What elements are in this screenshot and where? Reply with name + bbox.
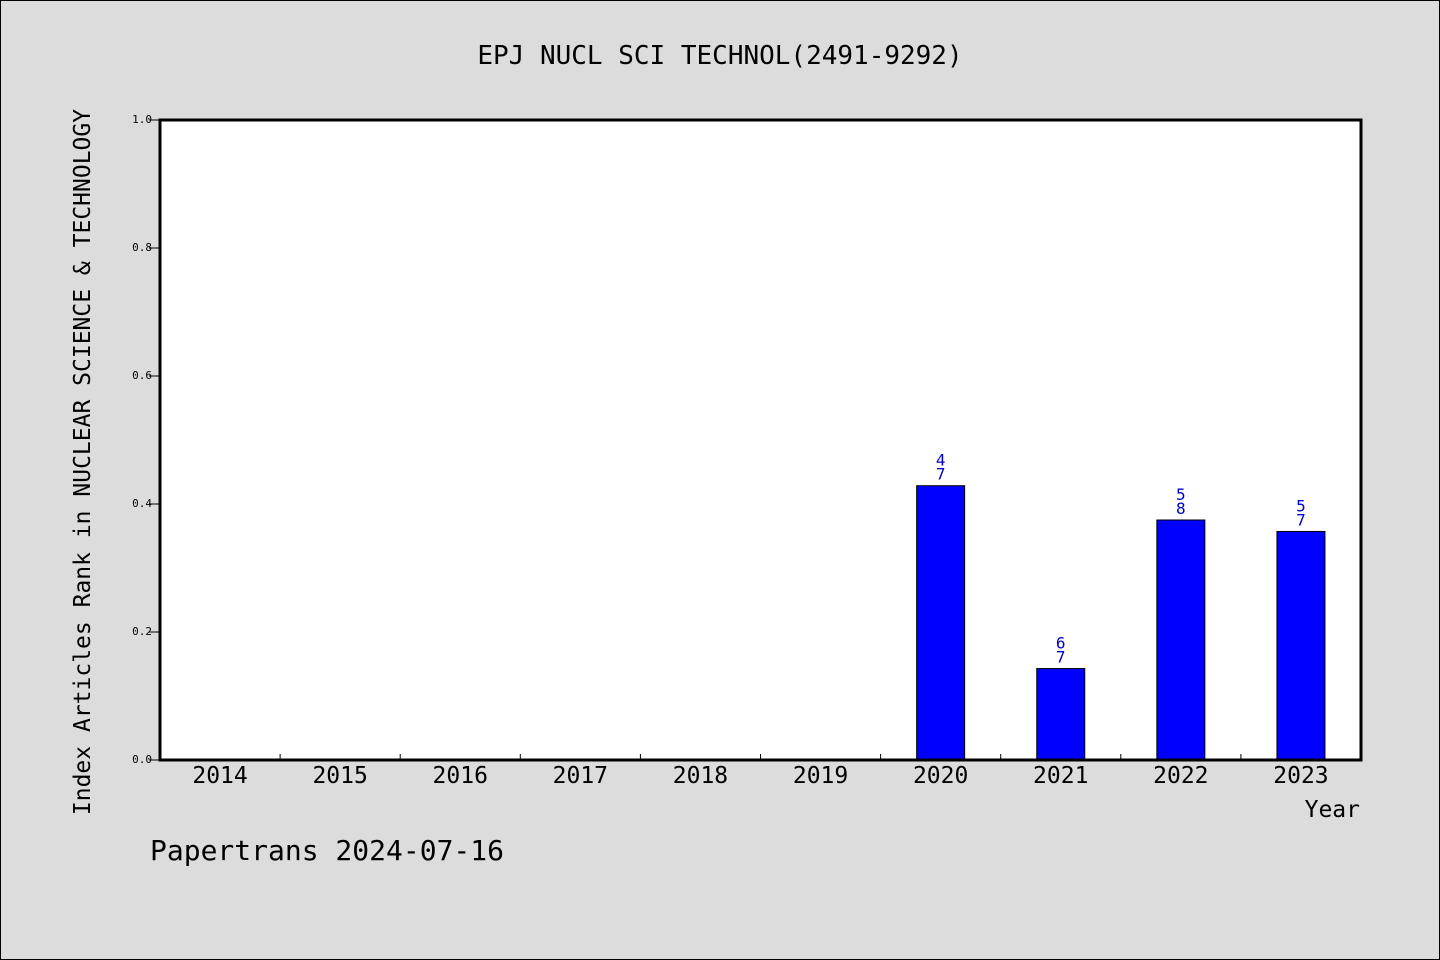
bar-label-denominator: 8 (1176, 499, 1186, 518)
x-axis-label: Year (1305, 797, 1360, 823)
y-tick-label: 0.4 (132, 497, 152, 510)
bar-2023 (1276, 530, 1326, 761)
bar-label-denominator: 7 (936, 465, 946, 484)
footer-credit: Papertrans 2024-07-16 (150, 834, 505, 867)
bar-label-numerator: 4 (936, 451, 946, 470)
bar-label-denominator: 7 (1296, 510, 1306, 529)
bar-label-numerator: 5 (1296, 496, 1306, 515)
bar-2020 (916, 485, 966, 761)
x-tick-label: 2021 (1033, 763, 1088, 789)
bar-2021 (1036, 668, 1086, 761)
bar-label-denominator: 7 (1056, 648, 1066, 667)
bar-label-numerator: 5 (1176, 485, 1186, 504)
x-tick-label: 2014 (192, 763, 247, 789)
y-tick-label: 0.0 (132, 753, 152, 766)
x-tick-label: 2019 (793, 763, 848, 789)
plot-border (158, 118, 1363, 762)
y-tick-label: 1.0 (132, 113, 152, 126)
y-tick-label: 0.8 (132, 241, 152, 254)
x-tick-label: 2015 (312, 763, 367, 789)
x-tick-label: 2018 (673, 763, 728, 789)
bar-label-numerator: 6 (1056, 634, 1066, 653)
x-tick-label: 2017 (553, 763, 608, 789)
chart-title: EPJ NUCL SCI TECHNOL(2491-9292) (477, 41, 962, 71)
y-tick-label: 0.6 (132, 369, 152, 382)
x-tick-label: 2020 (913, 763, 968, 789)
y-axis-label: Index Articles Rank in NUCLEAR SCIENCE &… (70, 109, 96, 815)
x-tick-label: 2016 (433, 763, 488, 789)
x-tick-label: 2023 (1273, 763, 1328, 789)
bar-2022 (1156, 519, 1206, 761)
x-tick-label: 2022 (1153, 763, 1208, 789)
y-tick-label: 0.2 (132, 625, 152, 638)
